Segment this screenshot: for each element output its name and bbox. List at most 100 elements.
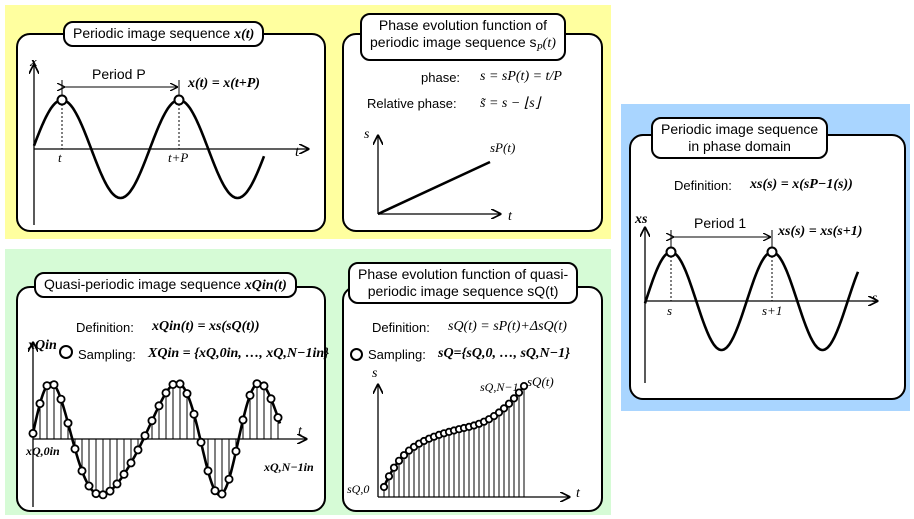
sample-point	[70, 444, 80, 454]
sample-point-s	[665, 246, 677, 258]
sampling-label: Sampling:	[78, 347, 136, 362]
phase-domain-plot: xs s s s+1	[634, 212, 897, 383]
sample-point	[147, 416, 157, 426]
start-sample-label: sQ,0	[347, 482, 370, 496]
sample-point	[384, 472, 394, 481]
sample-legend-marker	[350, 348, 363, 361]
y-axis-label: xs	[634, 212, 648, 227]
title-subscript: P	[536, 42, 543, 54]
sample-point	[91, 489, 101, 499]
sample-points	[28, 379, 283, 500]
sample-point	[84, 481, 94, 491]
sample-points	[379, 381, 529, 492]
title-text: Quasi-periodic image sequence	[44, 276, 245, 292]
title-symbol: xQin(t)	[244, 278, 287, 293]
definition-equation: xQin(t) = xs(sQ(t))	[152, 319, 260, 334]
sample-legend-marker	[59, 345, 73, 359]
definition-equation: sQ(t) = sP(t)+ΔsQ(t)	[448, 319, 567, 334]
sample-point	[399, 451, 409, 460]
sample-point	[161, 388, 171, 398]
y-axis-label: xQin	[28, 338, 57, 353]
title-line-2: in phase domain	[688, 138, 791, 154]
sample-point	[98, 490, 108, 500]
x-axis-label: t	[295, 144, 300, 160]
title-periodic-sequence: Periodic image sequence x(t)	[63, 21, 265, 47]
sample-point	[394, 456, 404, 465]
sample-point-t	[56, 94, 68, 106]
sample-point-tp	[173, 94, 185, 106]
sample-stems	[32, 383, 279, 495]
title-line-1: Periodic image sequence	[661, 121, 819, 137]
periodicity-equation: x(t) = x(t+P)	[188, 76, 260, 91]
title-line-1: Phase evolution function of quasi-	[358, 266, 569, 282]
tick-s-plus-1: s+1	[762, 303, 782, 318]
title-quasi-phase-evolution: Phase evolution function of quasi- perio…	[348, 262, 579, 304]
quasi-phase-evolution-plot: s t	[372, 366, 581, 505]
end-sample-label: xQ,N−1in	[264, 460, 314, 474]
sample-point	[77, 466, 87, 476]
sample-point	[140, 431, 150, 441]
title-phase-evolution: Phase evolution function of periodic ima…	[360, 13, 566, 61]
definition-label: Definition:	[372, 320, 430, 335]
relative-phase-label: Relative phase:	[367, 96, 457, 111]
sample-point	[154, 401, 164, 411]
sample-point	[273, 413, 283, 423]
sample-point	[509, 394, 519, 403]
curve-label: sQ(t)	[527, 374, 554, 389]
sample-point	[56, 394, 66, 404]
end-sample-label: sQ,N−1	[480, 380, 519, 394]
sample-point	[42, 381, 52, 391]
sample-point	[203, 466, 213, 476]
sample-point	[210, 486, 220, 496]
y-axis-label: s	[364, 127, 370, 142]
sample-point-s1	[766, 246, 778, 258]
relative-phase-equation: s̃ = s − ⌊s⌋	[480, 96, 541, 111]
sample-point	[49, 380, 59, 390]
sample-point	[196, 437, 206, 447]
sine-wave	[32, 98, 266, 200]
y-axis-label: x	[29, 60, 38, 70]
sample-point	[224, 474, 234, 484]
sample-point	[182, 389, 192, 399]
sampling-equation: sQ={sQ,0, …, sQ,N−1}	[438, 346, 570, 361]
title-line-1: Phase evolution function of	[378, 17, 547, 33]
title-arg: (t)	[542, 36, 556, 51]
sample-point	[126, 458, 136, 468]
sample-point	[105, 486, 115, 496]
tick-t-plus-p: t+P	[168, 150, 188, 165]
title-line-2: periodic image sequence s	[370, 34, 537, 50]
period-label: Period 1	[694, 215, 747, 231]
y-axis-label: s	[372, 366, 378, 381]
sample-point	[514, 388, 524, 397]
sample-point	[519, 381, 529, 391]
linear-phase-line	[377, 160, 491, 216]
x-axis-label: s	[872, 291, 878, 306]
x-axis-label: t	[576, 486, 581, 501]
sample-point	[189, 409, 199, 419]
start-sample-label: xQ,0in	[26, 444, 60, 458]
sample-point	[133, 445, 143, 455]
sine-wave	[643, 250, 860, 352]
tick-t: t	[58, 150, 62, 165]
x-axis-label: t	[298, 424, 303, 439]
definition-label: Definition:	[674, 178, 732, 193]
sample-point	[28, 428, 38, 438]
sample-point	[266, 394, 276, 404]
title-quasi-periodic-sequence: Quasi-periodic image sequence xQin(t)	[34, 272, 297, 298]
card-phase-domain	[629, 134, 906, 400]
quasi-periodic-plot: t	[18, 335, 320, 507]
tick-s: s	[667, 303, 672, 318]
sample-point	[217, 489, 227, 499]
sample-point	[119, 469, 129, 479]
title-line-2: periodic image sequence sQ(t)	[367, 283, 559, 299]
title-phase-domain: Periodic image sequence in phase domain	[651, 117, 829, 159]
sampling-equation: XQin = {xQ,0in, …, xQ,N−1in}	[148, 346, 330, 361]
sample-point	[168, 380, 178, 390]
phase-evolution-plot: s t sP(t)	[364, 127, 515, 224]
card-periodic-sequence	[16, 33, 326, 232]
title-symbol: x(t)	[234, 27, 255, 42]
sample-point	[494, 408, 504, 417]
x-axis-label: t	[508, 209, 513, 224]
sample-point	[259, 381, 269, 391]
curve-label: sP(t)	[490, 140, 515, 155]
